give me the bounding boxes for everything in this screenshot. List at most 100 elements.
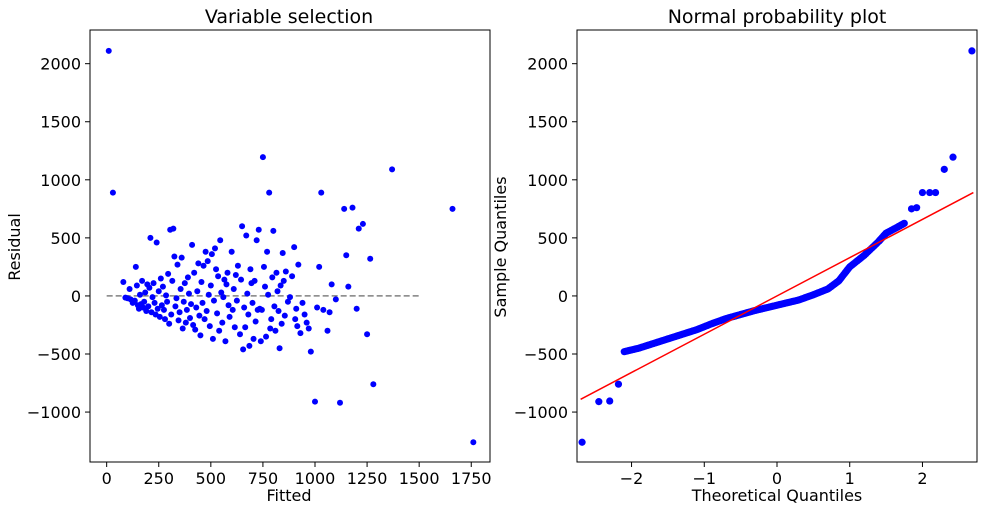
residual-point: [183, 306, 190, 313]
residual-point: [318, 189, 325, 196]
residual-point: [178, 254, 185, 261]
residual-point: [250, 335, 257, 342]
residual-point: [253, 237, 260, 244]
residual-point: [170, 225, 177, 232]
residual-point: [203, 308, 210, 315]
residual-point: [343, 252, 350, 259]
residual-point: [263, 333, 270, 340]
residual-point: [216, 327, 223, 334]
residual-point: [182, 319, 189, 326]
scatter-y-tick-label: 1000: [40, 171, 81, 190]
residual-point: [194, 288, 201, 295]
residual-point: [192, 326, 199, 333]
residual-point: [337, 399, 343, 406]
qq-x-tick-label: 2: [917, 469, 927, 488]
scatter-x-axis-label: Fitted: [266, 486, 311, 505]
residual-point: [240, 346, 247, 353]
residual-point: [157, 275, 164, 282]
qq-y-tick-label: 0: [558, 287, 568, 306]
normal-fit-line: [580, 191, 974, 400]
scatter-x-tick-label: 1750: [451, 469, 492, 488]
residual-point: [255, 226, 262, 233]
residual-point: [156, 313, 163, 320]
residual-point: [191, 269, 198, 276]
residual-point: [247, 266, 254, 273]
scatter-panel: Variable selection 0 250 500 750 1000 1250 150…: [5, 6, 492, 505]
residual-point: [284, 298, 291, 305]
residual-point: [301, 311, 308, 318]
scatter-title: Variable selection: [205, 6, 373, 28]
scatter-axes-frame: [89, 29, 491, 463]
residual-point: [359, 220, 366, 227]
residual-point: [185, 290, 192, 297]
residual-point: [274, 288, 281, 295]
residual-point: [137, 291, 143, 298]
residual-point: [171, 253, 178, 260]
residual-point: [172, 303, 179, 310]
residual-point: [223, 281, 230, 288]
residual-point: [244, 290, 251, 297]
residual-point: [271, 303, 278, 310]
residual-point: [249, 299, 256, 306]
residual-point: [146, 284, 153, 291]
residual-point: [181, 280, 188, 287]
scatter-y-tick-label: 0: [71, 287, 81, 306]
residual-point: [131, 297, 138, 304]
residual-point: [370, 381, 377, 388]
qq-axes-frame: [576, 29, 978, 463]
residual-point: [243, 232, 250, 239]
residual-point: [231, 324, 238, 331]
residual-point: [218, 289, 225, 296]
residual-point: [280, 277, 287, 284]
qq-x-tick-label: 0: [772, 469, 782, 488]
residual-point: [267, 325, 274, 332]
residual-point: [241, 304, 248, 311]
residual-point: [188, 301, 195, 308]
scatter-y-axis-label: Residual: [5, 213, 24, 281]
qq-x-axis-label: Theoretical Quantiles: [691, 486, 863, 505]
residual-point: [151, 299, 158, 306]
residual-point: [276, 345, 283, 352]
residual-point: [212, 245, 218, 252]
scatter-x-tick-label: 1500: [399, 469, 440, 488]
residual-point: [291, 244, 298, 251]
residual-point: [262, 283, 268, 290]
residual-point: [265, 291, 272, 298]
residual-point: [470, 439, 477, 446]
residual-point: [287, 294, 293, 301]
residual-point: [142, 289, 149, 296]
residual-point: [175, 317, 182, 324]
residual-point: [314, 304, 321, 311]
residual-point: [105, 47, 112, 54]
residual-point: [189, 241, 196, 248]
residual-point: [328, 281, 335, 288]
residual-point: [326, 309, 333, 316]
residual-point: [303, 319, 310, 326]
residual-point: [206, 323, 213, 330]
residual-point: [221, 276, 228, 283]
residual-point: [270, 227, 277, 234]
residual-point: [195, 260, 202, 267]
residual-point: [217, 237, 224, 244]
residual-point: [224, 269, 231, 276]
residual-point: [207, 282, 214, 289]
residual-point: [293, 305, 300, 312]
residual-point: [258, 306, 265, 313]
residual-point: [177, 285, 184, 292]
residual-point: [202, 248, 209, 255]
quantile-point: [900, 219, 908, 227]
residual-point: [208, 251, 215, 258]
quantile-point: [918, 188, 927, 197]
residual-point: [162, 316, 168, 323]
residual-point: [364, 331, 371, 338]
scatter-y-tick-label: 1500: [40, 113, 81, 132]
residual-point: [180, 298, 187, 305]
residual-point: [226, 313, 233, 320]
residual-point: [320, 306, 327, 313]
residual-point: [109, 189, 116, 196]
residual-point: [222, 338, 229, 345]
residual-point: [154, 305, 161, 312]
residual-point: [349, 204, 356, 211]
residual-point: [295, 261, 302, 268]
